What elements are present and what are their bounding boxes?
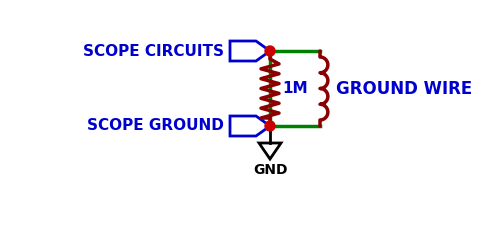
Circle shape xyxy=(265,46,275,56)
Text: SCOPE CIRCUITS: SCOPE CIRCUITS xyxy=(83,43,224,59)
Text: GND: GND xyxy=(253,163,287,177)
Text: 1M: 1M xyxy=(282,81,308,96)
Text: SCOPE GROUND: SCOPE GROUND xyxy=(87,118,224,134)
Circle shape xyxy=(265,121,275,131)
Text: GROUND WIRE: GROUND WIRE xyxy=(336,80,472,97)
